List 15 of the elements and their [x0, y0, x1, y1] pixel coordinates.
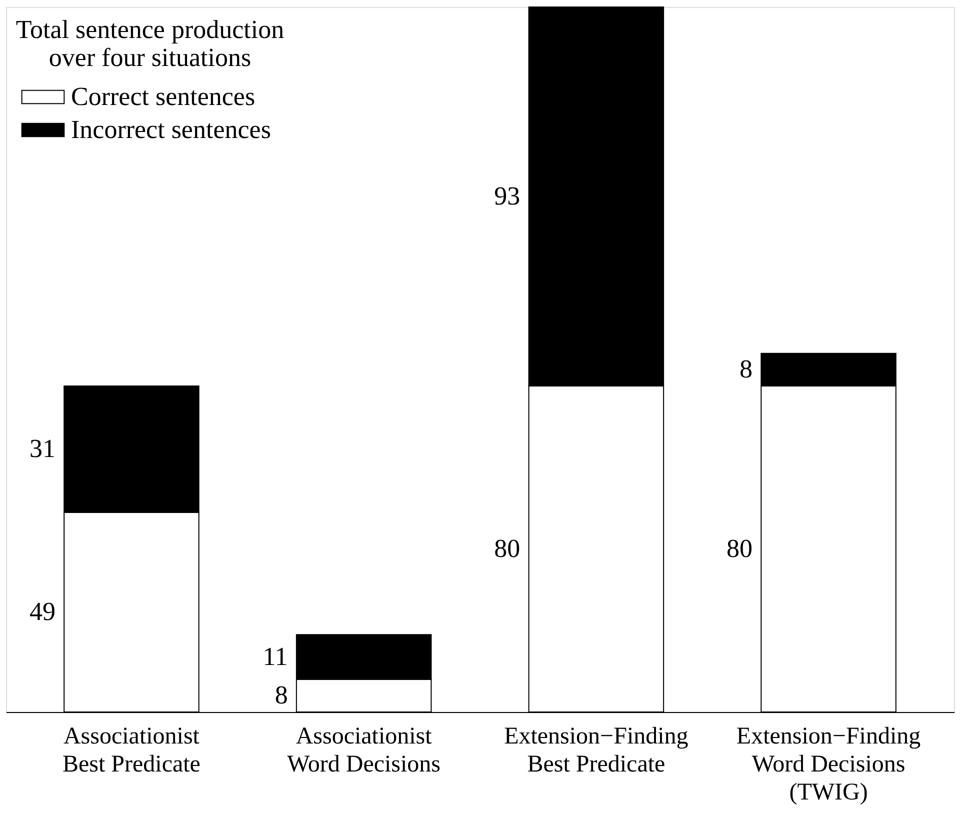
data-label: 8 [274, 680, 288, 710]
x-tick-label: Associationist Best Predicate [62, 724, 200, 778]
x-tick-label: Extension−Finding Best Predicate [504, 724, 688, 778]
data-label: 80 [494, 534, 520, 563]
data-label: 80 [726, 534, 753, 563]
data-label: 8 [740, 354, 753, 384]
data-label: 31 [29, 434, 56, 464]
x-tick-label: Extension−Finding Word Decisions (TWIG) [736, 724, 921, 806]
legend-label: Correct sentences [71, 82, 256, 111]
x-tick-label: Associationist Word Decisions [287, 724, 441, 778]
data-label: 93 [494, 181, 520, 210]
data-label: 11 [262, 642, 288, 671]
data-label: 49 [29, 597, 56, 626]
legend-label: Incorrect sentences [71, 115, 271, 144]
legend-title: Total sentence production over four situations [16, 15, 284, 72]
